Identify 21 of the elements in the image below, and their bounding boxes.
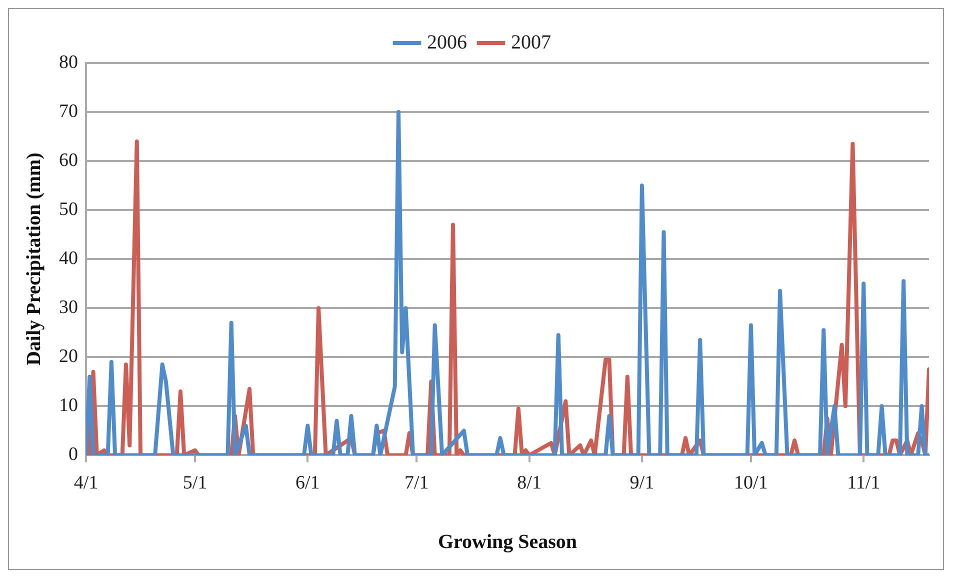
y-tick-label: 70 [59, 101, 78, 122]
x-tick-label: 8/1 [517, 472, 542, 494]
x-axis-title: Growing Season [438, 531, 578, 554]
x-tick-label: 7/1 [404, 472, 429, 494]
x-tick-label: 6/1 [296, 472, 320, 494]
y-tick-label: 40 [59, 248, 78, 270]
y-tick-label: 20 [59, 346, 78, 368]
y-axis-title: Daily Precipitation (mm) [23, 152, 46, 366]
x-tick-label: 11/1 [847, 472, 880, 494]
x-tick-label: 5/1 [182, 472, 208, 494]
y-tick-label: 10 [59, 395, 78, 416]
x-tick-label: 4/1 [74, 472, 98, 494]
y-tick-label: 0 [68, 444, 78, 466]
y-tick-label: 80 [59, 52, 78, 73]
y-tick-label: 30 [59, 297, 78, 318]
y-tick-label: 50 [59, 199, 78, 220]
legend-label: 2007 [511, 31, 551, 54]
legend-label: 2006 [427, 31, 467, 54]
x-tick-label: 10/1 [734, 472, 768, 494]
x-tick-label: 9/1 [630, 472, 654, 494]
y-tick-label: 60 [59, 150, 78, 172]
